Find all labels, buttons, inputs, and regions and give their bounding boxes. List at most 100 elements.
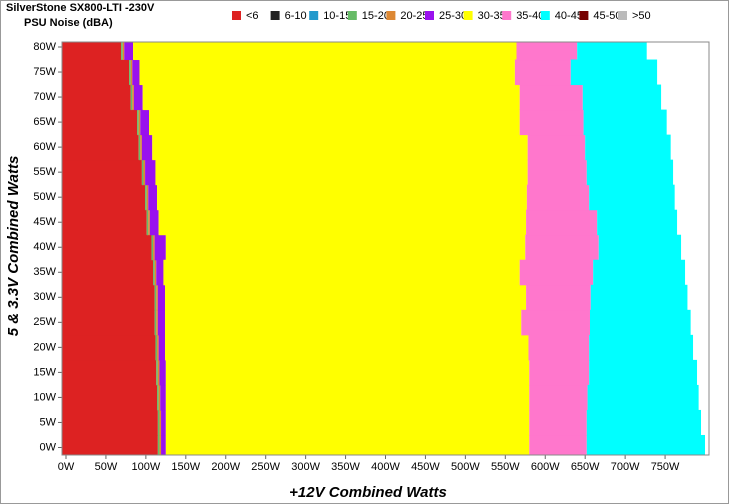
contour-band [62,59,130,86]
y-tick-label: 80W [33,41,56,53]
contour-band [62,334,156,361]
contour-band [149,209,159,236]
contour-band [142,84,520,111]
x-tick-label: 400W [371,461,400,473]
contour-band [156,259,164,286]
contour-band [157,359,160,386]
contour-band [161,434,166,456]
y-tick-label: 50W [33,191,56,203]
contour-band [155,334,158,361]
contour-band [158,384,161,411]
y-tick-label: 15W [33,366,56,378]
contour-band [529,409,587,436]
contour-band [130,84,133,111]
contour-band [132,59,140,86]
x-tick-label: 750W [651,461,680,473]
x-tick-label: 350W [331,461,360,473]
y-tick-label: 25W [33,316,56,328]
contour-band [132,84,134,111]
contour-band [157,434,160,456]
contour-band [153,259,155,286]
contour-band [165,434,530,456]
x-tick-label: 700W [611,461,640,473]
contour-band [597,209,678,236]
legend-label: 15-20 [362,10,390,22]
contour-band [526,209,598,236]
x-tick-label: 250W [251,461,280,473]
x-tick-label: 450W [411,461,440,473]
y-tick-label: 5W [40,416,57,428]
legend-swatch [309,11,319,20]
legend-label: 6-10 [285,10,307,22]
contour-band [62,209,147,236]
legend-swatch [425,11,434,20]
contour-band [133,84,143,111]
contour-band [143,159,146,186]
contour-band [521,309,590,336]
contour-band [157,309,166,336]
contour-band [148,184,158,211]
y-tick-label: 20W [33,341,56,353]
contour-band [62,359,157,386]
contour-band [577,42,647,61]
y-tick-label: 40W [33,241,56,253]
y-tick-label: 65W [33,116,56,128]
contour-band [519,109,584,136]
y-tick-label: 0W [40,441,57,453]
contour-band [62,309,155,336]
contour-band [157,284,166,311]
y-axis-title: 5 & 3.3V Combined Watts [5,156,22,337]
x-tick-label: 200W [211,461,240,473]
contour-band [157,334,159,361]
y-tick-label: 30W [33,291,56,303]
contour-band [141,134,153,161]
contour-band [165,284,527,311]
contour-band [154,284,157,311]
contour-band [165,334,529,361]
contour-band [589,184,675,211]
contour-band [587,384,699,411]
legend-label: 10-15 [323,10,351,22]
contour-band [154,309,157,336]
legend-label: 20-25 [400,10,428,22]
contour-band [129,59,131,86]
contour-band [589,334,694,361]
contour-band [122,42,125,61]
contour-band [158,209,527,236]
legend-label: 30-35 [478,10,506,22]
contour-band [165,309,522,336]
contour-band [157,184,527,211]
contour-band [62,409,158,436]
legend-label: >50 [632,10,651,22]
contour-band [62,434,158,456]
contour-band [159,409,162,436]
x-tick-label: 0W [58,461,75,473]
x-tick-label: 550W [491,461,520,473]
contour-band [157,409,160,436]
contour-band [145,159,156,186]
contour-band [62,259,154,286]
legend-label: 40-45 [555,10,583,22]
legend-swatch [463,11,473,20]
contour-band [165,384,530,411]
contour-band [62,284,155,311]
contour-band [526,184,590,211]
contour-band [583,109,667,136]
y-tick-label: 70W [33,91,56,103]
legend-swatch [270,11,280,20]
contour-band [156,309,158,336]
contour-band [159,434,162,456]
contour-band [527,134,586,161]
x-tick-label: 500W [451,461,480,473]
contour-band [62,109,138,136]
contour-band [593,259,686,286]
contour-band [140,134,142,161]
legend-swatch [502,11,512,20]
contour-band [598,234,682,261]
contour-band [158,334,166,361]
contour-band [160,384,166,411]
legend-swatch [579,11,589,20]
x-tick-label: 50W [95,461,118,473]
contour-band [528,334,590,361]
